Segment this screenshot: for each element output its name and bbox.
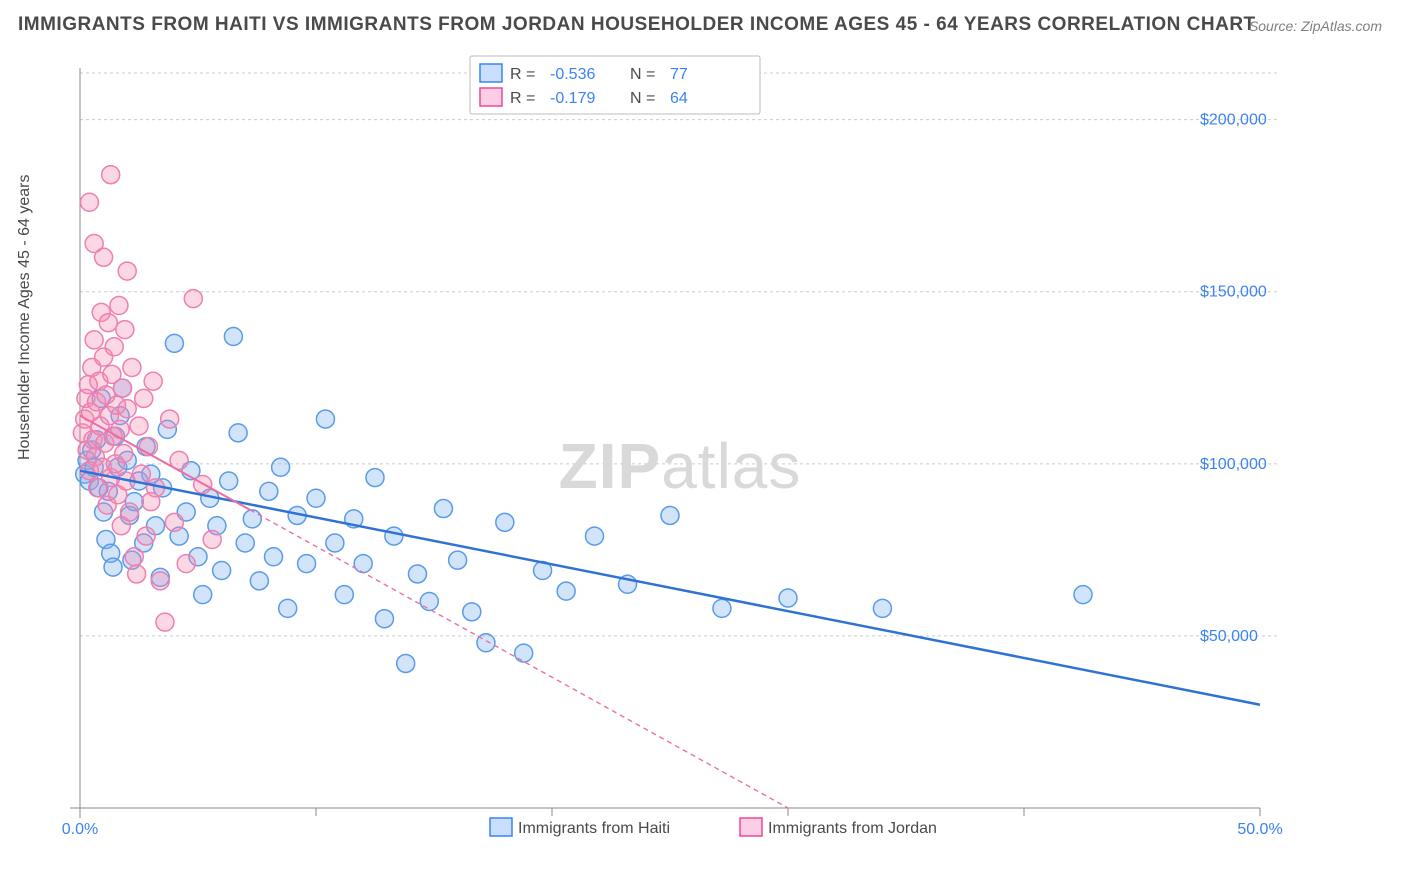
data-point — [125, 548, 143, 566]
data-point — [116, 321, 134, 339]
data-point — [1074, 586, 1092, 604]
data-point — [229, 424, 247, 442]
svg-text:N =: N = — [630, 90, 655, 107]
data-point — [105, 338, 123, 356]
data-point — [144, 372, 162, 390]
data-point — [99, 314, 117, 332]
data-point — [118, 400, 136, 418]
data-point — [161, 410, 179, 428]
svg-text:-0.179: -0.179 — [550, 90, 595, 107]
data-point — [165, 513, 183, 531]
data-point — [80, 193, 98, 211]
watermark: ZIPatlas — [559, 430, 802, 502]
data-point — [128, 565, 146, 583]
data-point — [279, 599, 297, 617]
x-min-label: 0.0% — [62, 821, 98, 838]
data-point — [123, 358, 141, 376]
data-point — [408, 565, 426, 583]
data-point — [165, 334, 183, 352]
data-point — [236, 534, 254, 552]
data-point — [515, 644, 533, 662]
data-point — [104, 558, 122, 576]
data-point — [316, 410, 334, 428]
svg-text:R =: R = — [510, 90, 535, 107]
data-point — [335, 586, 353, 604]
data-point — [434, 500, 452, 518]
svg-text:64: 64 — [670, 90, 688, 107]
data-point — [713, 599, 731, 617]
source-attribution: Source: ZipAtlas.com — [1249, 18, 1382, 34]
data-point — [224, 327, 242, 345]
data-point — [354, 555, 372, 573]
svg-text:Immigrants from Haiti: Immigrants from Haiti — [518, 820, 670, 837]
svg-text:$50,000: $50,000 — [1200, 628, 1258, 645]
data-point — [194, 586, 212, 604]
data-point — [265, 548, 283, 566]
data-point — [449, 551, 467, 569]
data-point — [151, 572, 169, 590]
data-point — [420, 592, 438, 610]
chart-title: IMMIGRANTS FROM HAITI VS IMMIGRANTS FROM… — [18, 14, 1256, 36]
svg-text:$200,000: $200,000 — [1200, 112, 1267, 129]
svg-text:N =: N = — [630, 66, 655, 83]
data-point — [177, 555, 195, 573]
data-point — [113, 379, 131, 397]
data-point — [135, 389, 153, 407]
data-point — [115, 444, 133, 462]
regression-line-extrapolated — [250, 510, 788, 808]
data-point — [326, 534, 344, 552]
data-point — [307, 489, 325, 507]
data-point — [118, 262, 136, 280]
data-point — [366, 469, 384, 487]
data-point — [184, 290, 202, 308]
data-point — [121, 503, 139, 521]
y-axis-label: Householder Income Ages 45 - 64 years — [16, 175, 34, 461]
data-point — [213, 562, 231, 580]
svg-text:-0.536: -0.536 — [550, 66, 595, 83]
svg-text:Immigrants from Jordan: Immigrants from Jordan — [768, 820, 937, 837]
svg-text:77: 77 — [670, 66, 688, 83]
data-point — [385, 527, 403, 545]
x-max-label: 50.0% — [1237, 821, 1282, 838]
stats-legend: R = -0.536 N = 77 R = -0.179 N = 64 — [470, 56, 760, 114]
data-point — [375, 610, 393, 628]
data-point — [585, 527, 603, 545]
data-point — [85, 331, 103, 349]
data-point — [110, 296, 128, 314]
data-point — [557, 582, 575, 600]
data-point — [130, 417, 148, 435]
data-point — [111, 420, 129, 438]
data-point — [397, 654, 415, 672]
data-point — [496, 513, 514, 531]
data-point — [203, 531, 221, 549]
svg-text:R =: R = — [510, 66, 535, 83]
data-point — [873, 599, 891, 617]
data-point — [95, 248, 113, 266]
data-point — [137, 527, 155, 545]
data-point — [272, 458, 290, 476]
data-point — [250, 572, 268, 590]
data-point — [463, 603, 481, 621]
data-point — [661, 506, 679, 524]
svg-text:$150,000: $150,000 — [1200, 284, 1267, 301]
svg-text:$100,000: $100,000 — [1200, 456, 1267, 473]
data-point — [102, 166, 120, 184]
data-point — [260, 482, 278, 500]
data-point — [243, 510, 261, 528]
series-legend: Immigrants from Haiti Immigrants from Jo… — [490, 818, 937, 837]
data-point — [220, 472, 238, 490]
scatter-plot: $50,000 $100,000 $150,000 $200,000 ZIPatlas… — [60, 48, 1300, 838]
data-point — [779, 589, 797, 607]
data-point — [298, 555, 316, 573]
data-point — [156, 613, 174, 631]
